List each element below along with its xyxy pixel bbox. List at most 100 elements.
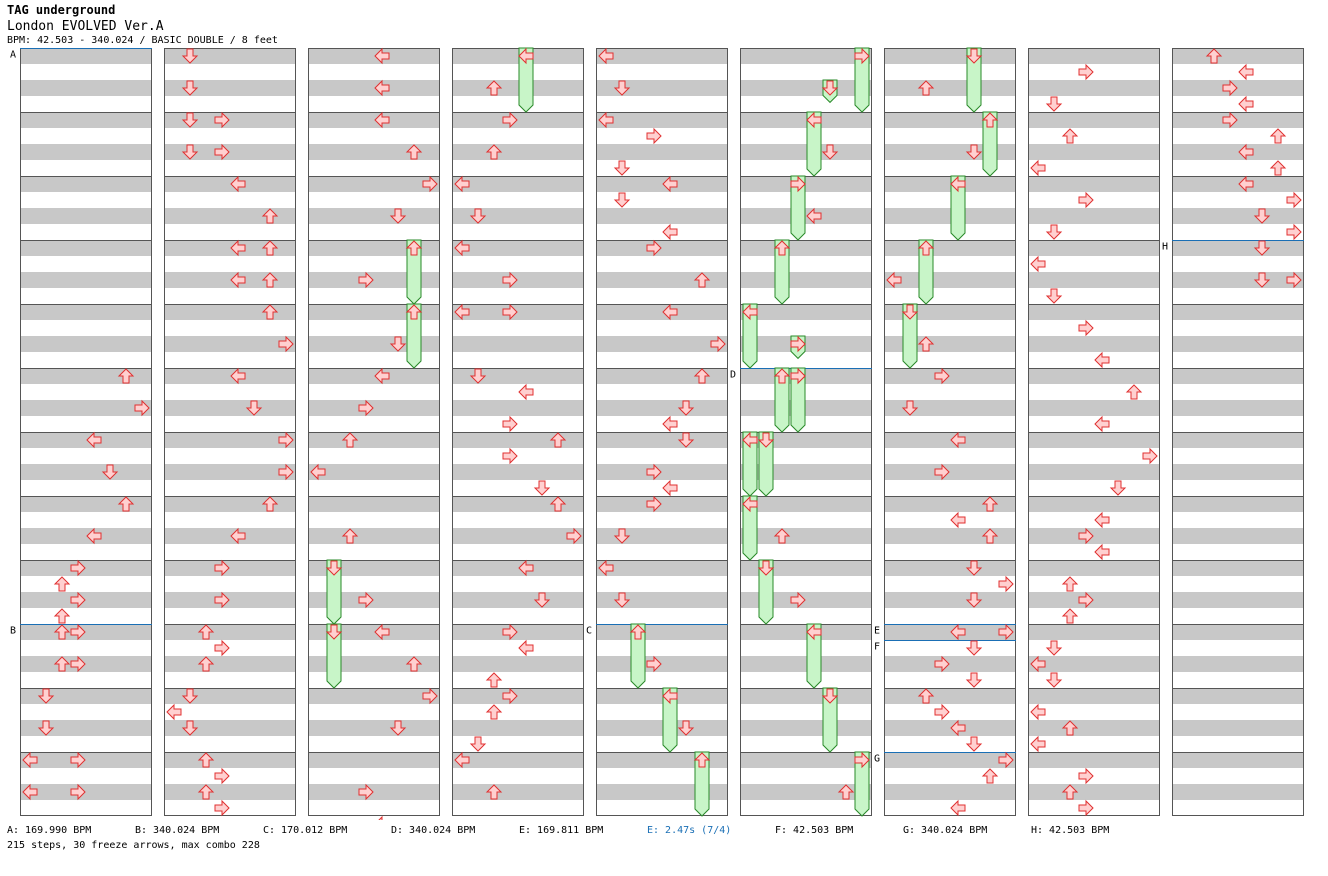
beat-band <box>884 720 1016 736</box>
beat-band <box>596 400 728 416</box>
beat-band <box>884 624 1016 640</box>
step-arrow <box>214 591 230 609</box>
step-arrow <box>662 303 678 321</box>
beat-band <box>452 368 584 384</box>
beat-band <box>1028 592 1160 608</box>
step-arrow <box>1238 143 1254 161</box>
beat-band <box>20 528 152 544</box>
beat-band <box>596 656 728 672</box>
beat-band <box>1172 48 1304 64</box>
step-arrow <box>358 783 374 801</box>
beat-band <box>452 656 584 672</box>
freeze-arrow <box>758 431 774 497</box>
beat-band <box>740 720 872 736</box>
step-arrow <box>1030 255 1046 273</box>
freeze-head-arrow <box>405 240 423 256</box>
freeze-head-arrow <box>854 47 870 65</box>
beat-band <box>884 80 1016 96</box>
step-arrow <box>1045 224 1063 240</box>
step-arrow <box>1238 175 1254 193</box>
beat-band <box>596 432 728 448</box>
beat-band <box>740 784 872 800</box>
step-arrow <box>502 687 518 705</box>
beat-band <box>164 496 296 512</box>
beat-band <box>452 464 584 480</box>
beat-band <box>884 496 1016 512</box>
beat-band <box>1172 496 1304 512</box>
beat-band <box>452 304 584 320</box>
beat-band <box>164 464 296 480</box>
beat-band <box>1028 688 1160 704</box>
step-arrow <box>70 751 86 769</box>
step-arrow <box>646 495 662 513</box>
step-arrow <box>1061 576 1079 592</box>
beat-band <box>452 208 584 224</box>
song-title: London EVOLVED Ver.A <box>7 19 164 34</box>
step-arrow <box>53 656 71 672</box>
step-arrow <box>70 623 86 641</box>
step-arrow <box>646 127 662 145</box>
step-arrow <box>1061 720 1079 736</box>
step-arrow <box>53 608 71 624</box>
step-arrow <box>1078 63 1094 81</box>
beat-band <box>164 80 296 96</box>
step-arrow <box>613 192 631 208</box>
column-border <box>452 48 584 816</box>
step-arrow <box>677 432 695 448</box>
step-arrow <box>646 239 662 257</box>
beat-band <box>20 688 152 704</box>
step-arrow <box>502 111 518 129</box>
step-arrow <box>662 479 678 497</box>
beat-band <box>452 528 584 544</box>
step-arrow <box>1030 703 1046 721</box>
beat-band <box>20 656 152 672</box>
beat-band <box>884 176 1016 192</box>
legend-item-e: E: 169.811 BPM <box>519 825 604 836</box>
step-arrow <box>646 463 662 481</box>
beat-band <box>20 752 152 768</box>
freeze-head-arrow <box>693 752 711 768</box>
beat-band <box>164 624 296 640</box>
step-arrow <box>934 463 950 481</box>
beat-band <box>164 48 296 64</box>
beat-band <box>884 528 1016 544</box>
beat-band <box>596 560 728 576</box>
step-arrow <box>598 111 614 129</box>
step-arrow <box>230 367 246 385</box>
beat-band <box>452 176 584 192</box>
step-arrow <box>1030 655 1046 673</box>
speed-marker-label: G <box>874 754 880 765</box>
beat-band <box>884 432 1016 448</box>
beat-band <box>884 656 1016 672</box>
beat-band <box>596 272 728 288</box>
beat-band <box>740 624 872 640</box>
step-arrow <box>469 368 487 384</box>
freeze-head-arrow <box>854 751 870 769</box>
step-arrow <box>485 704 503 720</box>
beat-band <box>596 208 728 224</box>
freeze-head-arrow <box>821 80 839 96</box>
step-arrow <box>1061 608 1079 624</box>
speed-marker-label: A <box>10 50 16 61</box>
beat-band <box>740 368 872 384</box>
step-arrow <box>790 367 806 385</box>
step-arrow <box>214 639 230 657</box>
step-arrow <box>886 271 902 289</box>
step-arrow <box>261 272 279 288</box>
step-arrow <box>613 80 631 96</box>
beat-band <box>740 528 872 544</box>
step-arrow <box>214 799 230 817</box>
freeze-head-arrow <box>629 624 647 640</box>
beat-band <box>740 208 872 224</box>
beat-band <box>596 240 728 256</box>
beat-band <box>164 176 296 192</box>
freeze-arrow <box>662 687 678 753</box>
legend-item-c: C: 170.012 BPM <box>263 825 348 836</box>
step-arrow <box>485 80 503 96</box>
beat-band <box>1028 240 1160 256</box>
beat-band <box>164 368 296 384</box>
beat-band <box>164 688 296 704</box>
beat-band <box>308 720 440 736</box>
beat-band <box>308 144 440 160</box>
beat-band <box>20 144 152 160</box>
